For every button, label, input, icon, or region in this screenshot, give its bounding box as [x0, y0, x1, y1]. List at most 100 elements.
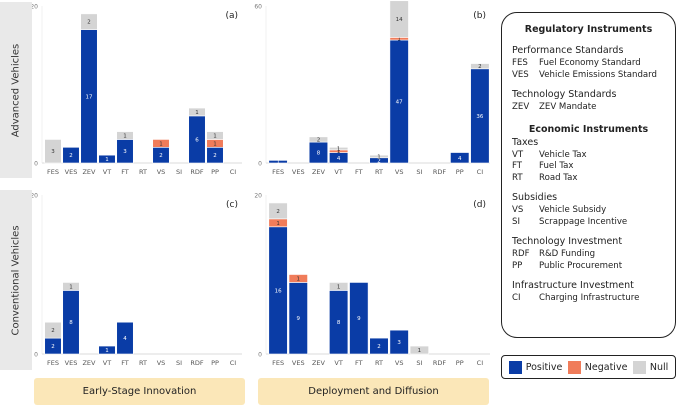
panel-label: (c) — [226, 200, 238, 210]
data-label: 1 — [297, 276, 301, 282]
legend-item-abbr: PP — [512, 260, 523, 271]
x-tick-label: ZEV — [82, 359, 96, 367]
x-tick-label: RDF — [433, 168, 447, 176]
bar-segment-null — [206, 131, 224, 140]
legend-item-abbr: CI — [512, 293, 521, 303]
legend-group-heading: Subsidies — [512, 192, 558, 203]
data-label: 9 — [297, 316, 301, 322]
legend-group: Performance Standards FES Fuel Economy Sta… — [512, 45, 665, 81]
legend-item-abbr: SI — [512, 216, 520, 227]
x-tick-label: FT — [355, 359, 363, 367]
x-tick-label: FT — [355, 168, 363, 176]
data-label: 1 — [337, 147, 341, 153]
x-tick-label: ZEV — [312, 168, 326, 176]
x-tick-label: VS — [395, 168, 404, 176]
data-label: 1 — [213, 134, 217, 140]
legend-group-heading: Technology Investment — [512, 236, 623, 247]
row-label-text: Conventional Vehicles — [10, 224, 22, 336]
data-label: 2 — [87, 20, 91, 26]
legend-group: Technology Investment RDF R&D Funding PP Pub… — [512, 236, 665, 272]
bar-segment-positive — [268, 160, 288, 164]
bar-segment-null — [44, 321, 62, 339]
x-tick-label: RDF — [190, 168, 204, 176]
data-label: 16 — [275, 288, 282, 294]
data-label: 8 — [317, 151, 321, 157]
legend-item-si: SI Scrappage Incentive — [512, 217, 665, 229]
legend-item-name: Public Procurement — [539, 260, 623, 271]
x-tick-label: VES — [65, 359, 78, 367]
x-tick-label: VT — [103, 359, 111, 367]
bar-segment-negative — [288, 274, 308, 283]
data-label: 2 — [276, 209, 280, 215]
legend-item-abbr: RDF — [512, 249, 530, 259]
legend-item-zev: ZEV ZEV Mandate — [512, 102, 665, 114]
data-label: 1 — [418, 348, 422, 354]
key-item-negative: Negative — [567, 360, 627, 374]
x-tick-label: VS — [395, 359, 404, 367]
x-tick-label: FT — [121, 359, 129, 367]
legend-item-rdf: RDF R&D Funding — [512, 249, 665, 261]
x-tick-label: PP — [211, 168, 219, 176]
bar-segment-null — [268, 202, 288, 220]
legend-item-fes: FES Fuel Economy Standard — [512, 58, 665, 70]
data-label: 2 — [51, 328, 55, 334]
x-tick-label: RDF — [190, 359, 204, 367]
legend-item-abbr: FES — [512, 58, 528, 68]
x-tick-label: RT — [375, 168, 383, 176]
y-tick-label: 0 — [34, 161, 38, 168]
x-tick-label: FES — [272, 168, 284, 176]
legend-subtitle: Economic Instruments — [528, 123, 649, 135]
row-label-conventional-vehicles: Conventional Vehicles — [0, 190, 32, 370]
key-swatch — [567, 360, 581, 374]
key-item-positive: Positive — [508, 360, 562, 374]
instrument-legend: Regulatory Instruments Performance Stand… — [501, 12, 676, 338]
data-label: 47 — [396, 100, 403, 106]
data-label: 1 — [377, 154, 381, 160]
data-label: 1 — [159, 141, 163, 147]
bar-segment-null — [409, 345, 429, 355]
x-tick-label: SI — [416, 168, 422, 176]
bar-segment-null — [44, 139, 62, 164]
x-tick-label: FES — [47, 168, 59, 176]
data-label: 3 — [51, 149, 55, 155]
legend-group: Subsidies VS Vehicle Subsidy SI Scrappage In… — [512, 192, 665, 228]
bar-segment-null — [369, 154, 389, 159]
x-tick-label: CI — [230, 359, 237, 367]
row-label-text: Advanced Vehicles — [10, 43, 22, 137]
legend-item-name: Vehicle Subsidy — [539, 205, 607, 215]
x-tick-label: RT — [375, 359, 383, 367]
x-tick-label: FT — [121, 168, 129, 176]
bar-segment-positive — [369, 337, 389, 355]
data-label: 1 — [105, 157, 109, 163]
data-label: 2 — [159, 153, 163, 159]
key-swatch — [632, 360, 646, 374]
x-tick-label: VS — [157, 168, 166, 176]
legend-group-heading: Taxes — [512, 136, 539, 148]
x-tick-label: CI — [230, 168, 237, 176]
data-label: 1 — [397, 37, 401, 43]
legend-item-name: Charging Infrastructure — [539, 293, 640, 303]
x-tick-label: VES — [292, 168, 305, 176]
y-tick-label: 20 — [30, 4, 38, 11]
x-tick-label: VES — [292, 359, 305, 367]
x-tick-label: PP — [456, 168, 464, 176]
data-label: 1 — [337, 149, 341, 155]
x-tick-label: FES — [272, 359, 284, 367]
data-label: 3 — [397, 340, 401, 346]
legend-item-name: Vehicle Tax — [539, 149, 587, 160]
data-label: 4 — [458, 156, 462, 162]
x-tick-label: VT — [103, 168, 111, 176]
data-label: 1 — [69, 284, 73, 290]
data-label: 1 — [276, 160, 280, 166]
legend-item-name: Vehicle Emissions Standard — [539, 69, 658, 80]
x-tick-label: CI — [477, 168, 484, 176]
data-label: 2 — [317, 137, 321, 143]
data-label: 9 — [357, 316, 361, 322]
x-tick-label: VT — [334, 168, 342, 176]
bar-segment-null — [80, 13, 98, 30]
data-label: 3 — [123, 149, 127, 155]
legend-group: Taxes VT Vehicle Tax FT Fuel Tax RT Road Tax — [512, 137, 665, 185]
legend-item-rt: RT Road Tax — [512, 173, 665, 185]
y-tick-label: 20 — [254, 193, 262, 200]
